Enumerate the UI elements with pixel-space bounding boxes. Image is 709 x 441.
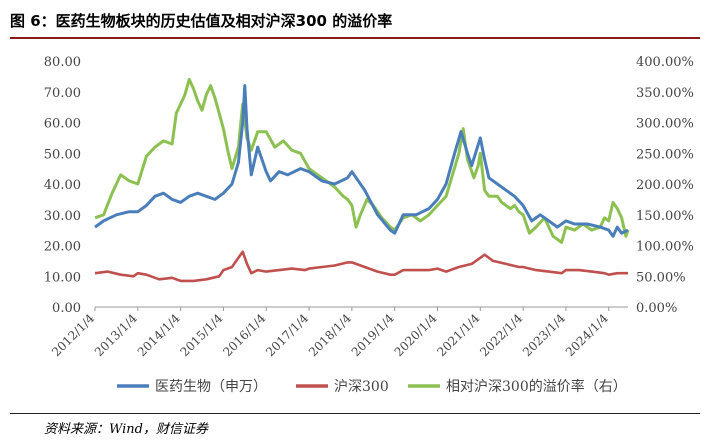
source-note: 资料来源：Wind，财信证券 [44, 422, 208, 437]
x-tick-label: 2019/1/4 [349, 311, 397, 359]
title-rule [10, 37, 700, 39]
y-left-tick-label: 70.00 [44, 86, 81, 101]
y-left-tick-label: 80.00 [44, 55, 81, 70]
y-right-tick-label: 100.00% [636, 240, 694, 255]
y-left-tick-label: 60.00 [44, 117, 81, 132]
y-right-tick-label: 400.00% [636, 55, 694, 70]
x-tick-label: 2012/1/4 [49, 311, 97, 359]
chart-axes: 0.00 10.00 20.00 30.00 40.00 50.00 60.00 70.00 8… [44, 55, 694, 359]
y-right-tick-label: 250.00% [636, 147, 694, 162]
y-left-tick-label: 30.00 [44, 209, 81, 224]
y-right-tick-label: 50.00% [636, 270, 686, 285]
series-layer [94, 77, 630, 283]
source-rule [10, 413, 700, 414]
x-tick-label: 2021/1/4 [434, 311, 482, 359]
x-tick-label: 2023/1/4 [520, 311, 568, 359]
series-line-0 [94, 84, 629, 238]
legend-label-2: 相对沪深300的溢价率（右） [446, 378, 627, 395]
series-line-2 [94, 77, 630, 244]
y-left-tick-label: 20.00 [44, 240, 81, 255]
y-right-tick-label: 350.00% [636, 86, 694, 101]
x-tick-label: 2014/1/4 [135, 311, 183, 359]
y-right-tick-label: 200.00% [636, 178, 694, 193]
y-left-tick-label: 50.00 [44, 147, 81, 162]
y-right-tick-label: 300.00% [636, 117, 694, 132]
y-left-tick-label: 0.00 [52, 301, 81, 316]
legend-label-1: 沪深300 [334, 379, 389, 395]
legend: 医药生物（申万） 沪深300 相对沪深300的溢价率（右） [117, 378, 627, 395]
x-tick-label: 2018/1/4 [306, 311, 354, 359]
x-tick-label: 2017/1/4 [263, 311, 311, 359]
x-tick-label: 2016/1/4 [220, 311, 268, 359]
series-line-1 [94, 250, 628, 283]
x-tick-label: 2013/1/4 [92, 311, 140, 359]
figure-title: 图 6：医药生物板块的历史估值及相对沪深300 的溢价率 [10, 12, 393, 30]
x-tick-label: 2022/1/4 [477, 311, 525, 359]
y-right-tick-label: 150.00% [636, 209, 694, 224]
x-tick-label: 2024/1/4 [563, 311, 611, 359]
x-tick-label: 2015/1/4 [178, 311, 226, 359]
y-right-tick-label: 0.00% [636, 301, 677, 316]
legend-label-0: 医药生物（申万） [155, 379, 267, 395]
x-tick-label: 2020/1/4 [392, 311, 440, 359]
y-left-tick-label: 10.00 [44, 270, 81, 285]
y-left-tick-label: 40.00 [44, 178, 81, 193]
